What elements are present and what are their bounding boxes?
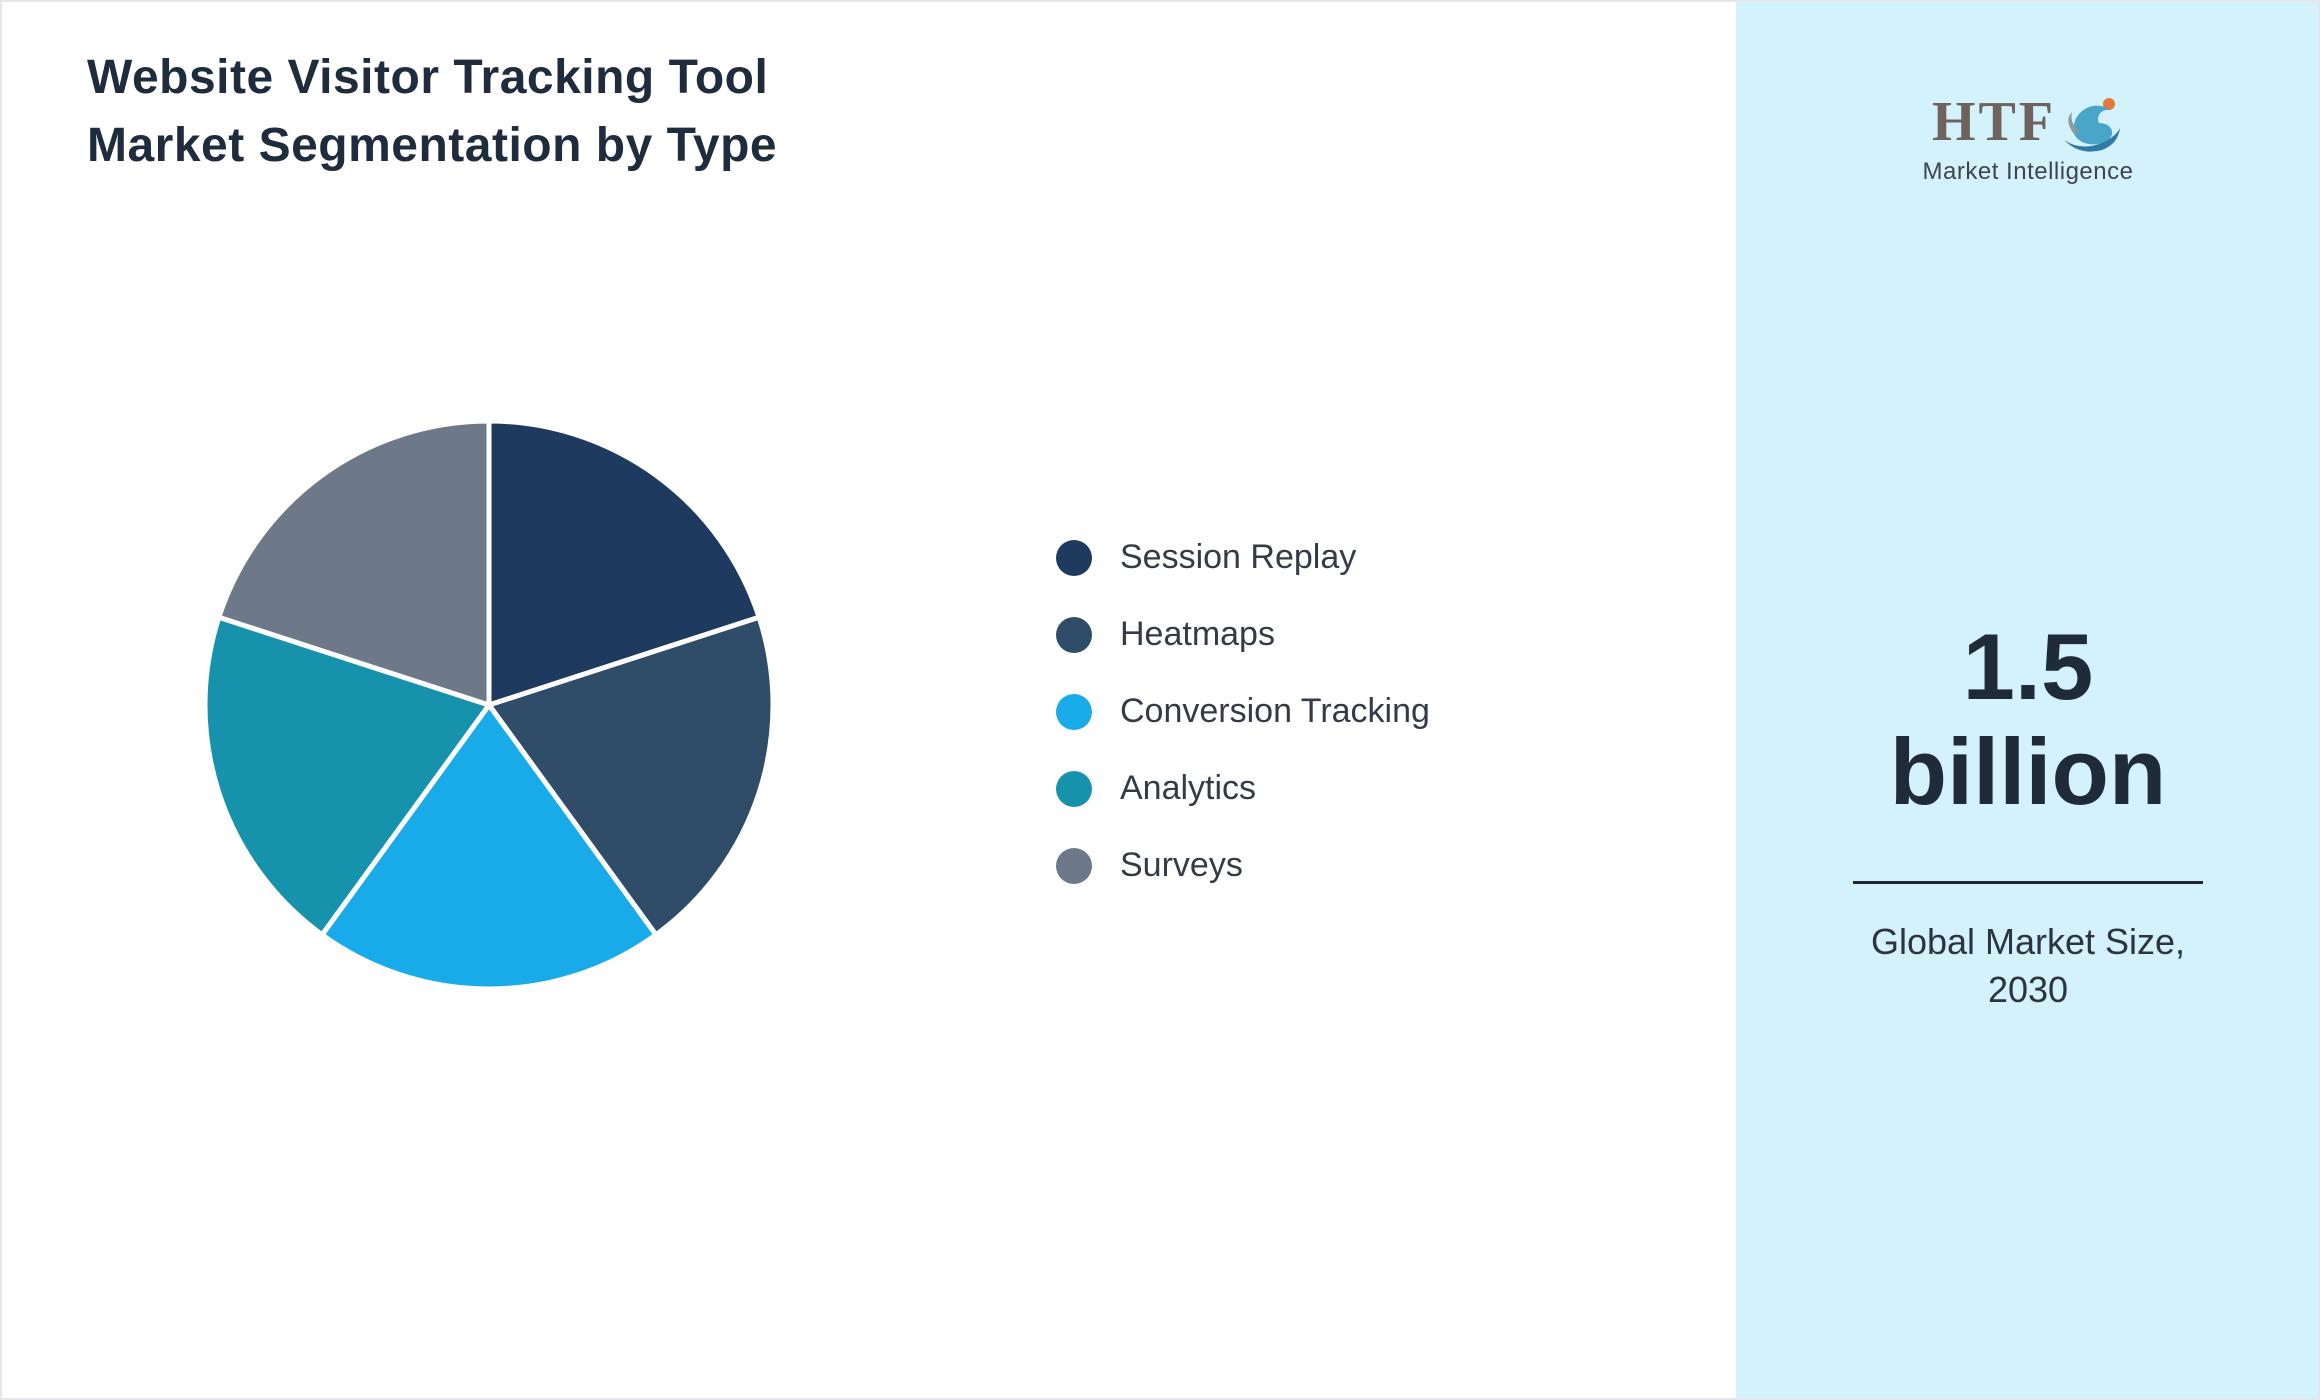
legend-item: Analytics: [1056, 750, 1430, 827]
legend-label: Conversion Tracking: [1120, 692, 1430, 730]
chart-title: Website Visitor Tracking Tool Market Seg…: [87, 51, 778, 173]
pie-slice-conversion-tracking: [319, 702, 659, 992]
divider-line: [1853, 880, 2203, 884]
legend-item: Conversion Tracking: [1056, 673, 1430, 750]
pie-slice-heatmaps: [486, 614, 776, 938]
pie-slice-session-replay: [486, 418, 762, 708]
legend-label: Session Replay: [1120, 538, 1357, 576]
legend-label: Analytics: [1120, 769, 1257, 807]
legend-label: Heatmaps: [1120, 615, 1275, 653]
sidebar: HTF Market Intelligence 1.5 billion Glob…: [1736, 2, 2318, 1398]
legend-dot: [1056, 616, 1092, 653]
legend-dot: [1056, 847, 1092, 884]
market-size-line2: billion: [1889, 719, 2167, 825]
pie-slice-analytics: [202, 614, 492, 938]
legend-label: Surveys: [1120, 846, 1243, 884]
legend-dot: [1056, 770, 1092, 807]
legend: Session Replay Heatmaps Conversion Trackin…: [1056, 519, 1430, 904]
market-size-caption: Global Market Size, 2030: [1870, 920, 2186, 1011]
logo-text: HTF: [1931, 91, 2057, 153]
legend-dot: [1056, 539, 1092, 576]
logo-row: HTF: [1932, 94, 2124, 154]
market-size-value: 1.5 billion: [1890, 614, 2167, 825]
market-size-line1: 1.5: [1962, 614, 2094, 719]
logo-subtext: Market Intelligence: [1922, 158, 2134, 185]
legend-item: Heatmaps: [1056, 596, 1430, 673]
legend-dot: [1056, 693, 1092, 730]
logo: HTF Market Intelligence: [1923, 94, 2134, 186]
pie-chart: [202, 418, 776, 992]
pie-slice-surveys: [216, 418, 492, 708]
legend-item: Surveys: [1056, 827, 1430, 904]
dolphin-logo-icon: [2064, 98, 2121, 152]
legend-item: Session Replay: [1056, 519, 1430, 596]
